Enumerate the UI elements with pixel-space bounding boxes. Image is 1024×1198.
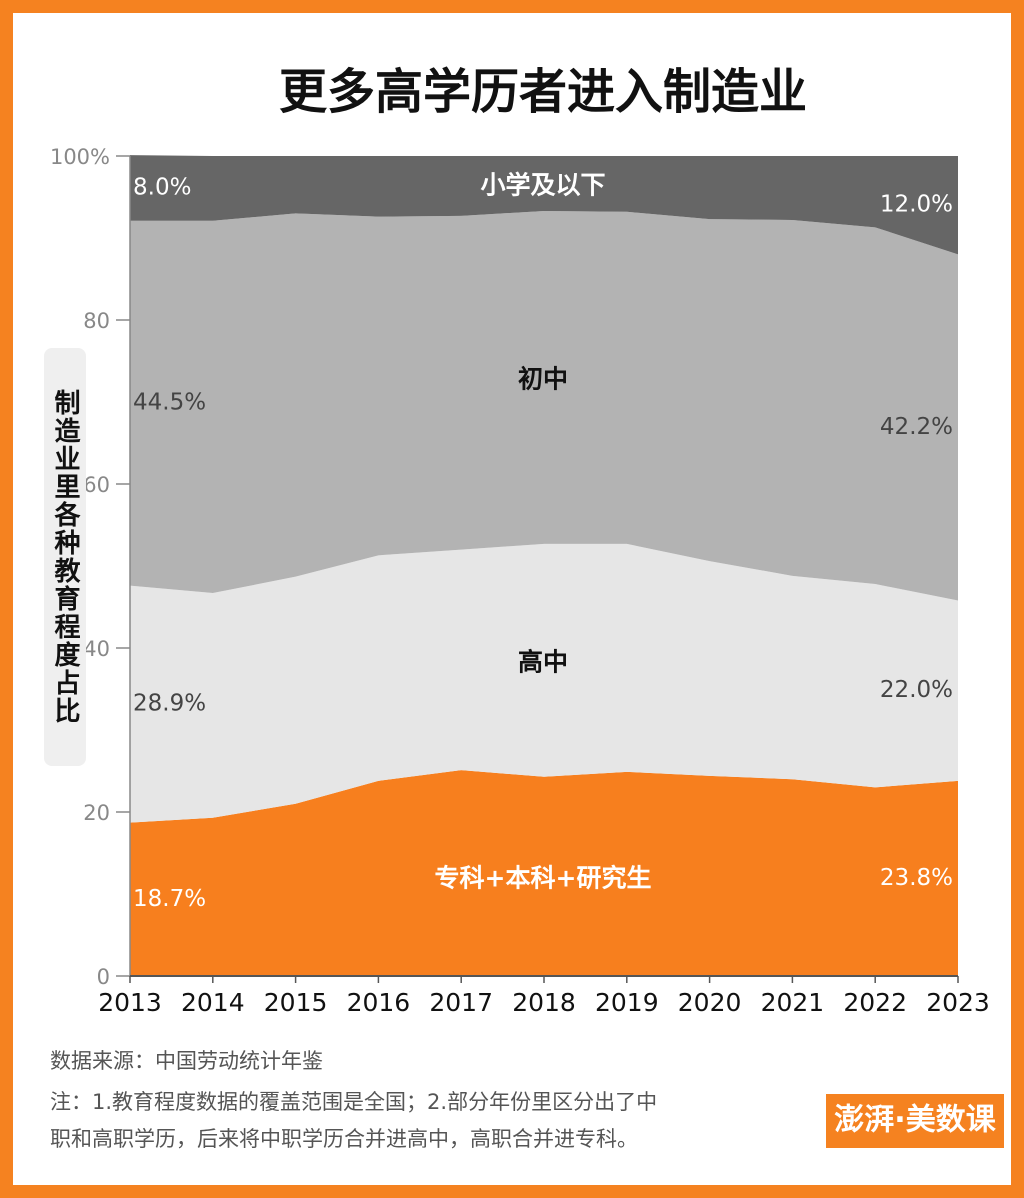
- note-line: 注：1.教育程度数据的覆盖范围是全国；2.部分年份里区分出了中: [50, 1090, 657, 1114]
- logo: 澎湃·美数课: [834, 1103, 996, 1138]
- x-tick-label: 2021: [761, 988, 825, 1017]
- y-tick-label: 0: [97, 965, 110, 989]
- series-label: 专科+本科+研究生: [435, 863, 652, 892]
- x-tick-label: 2019: [595, 988, 659, 1017]
- data-label: 12.0%: [880, 192, 953, 218]
- data-label: 22.0%: [880, 677, 953, 703]
- data-label: 44.5%: [133, 390, 206, 416]
- series-label: 小学及以下: [480, 170, 605, 199]
- chart-title: 更多高学历者进入制造业: [279, 64, 807, 120]
- x-tick-label: 2015: [264, 988, 328, 1017]
- data-label: 28.9%: [133, 691, 206, 717]
- area: [130, 155, 958, 255]
- x-tick-label: 2017: [429, 988, 493, 1017]
- data-label: 18.7%: [133, 886, 206, 912]
- x-tick-label: 2016: [347, 988, 411, 1017]
- x-tick-label: 2023: [926, 988, 990, 1017]
- y-tick-label: 60: [83, 473, 110, 497]
- x-tick-label: 2020: [678, 988, 742, 1017]
- x-tick-label: 2022: [843, 988, 907, 1017]
- y-tick-label: 40: [83, 637, 110, 661]
- series-label: 高中: [518, 647, 568, 676]
- x-tick-label: 2013: [98, 988, 162, 1017]
- data-label: 8.0%: [133, 174, 191, 200]
- data-label: 42.2%: [880, 414, 953, 440]
- x-tick-label: 2014: [181, 988, 245, 1017]
- logo-box: [826, 1094, 1004, 1148]
- y-tick-label: 100%: [50, 145, 110, 169]
- y-label-box: [44, 348, 86, 766]
- area: [130, 770, 958, 976]
- x-tick-label: 2018: [512, 988, 576, 1017]
- area: [130, 210, 958, 601]
- data-label: 23.8%: [880, 865, 953, 891]
- plot: 18.7% 23.8% 专科+本科+研究生 28.9% 22.0% 高中 44.5% 42.2…: [50, 145, 990, 1017]
- y-tick-label: 80: [83, 309, 110, 333]
- series-label: 初中: [518, 364, 568, 393]
- source: 数据来源：中国劳动统计年鉴: [50, 1049, 323, 1073]
- note-line: 职和高职学历，后来将中职学历合并进高中，高职合并进专科。: [50, 1127, 638, 1151]
- y-axis-label: 制造业里各种教育程度占比: [50, 389, 81, 725]
- area: [130, 543, 958, 823]
- y-tick-label: 20: [83, 801, 110, 825]
